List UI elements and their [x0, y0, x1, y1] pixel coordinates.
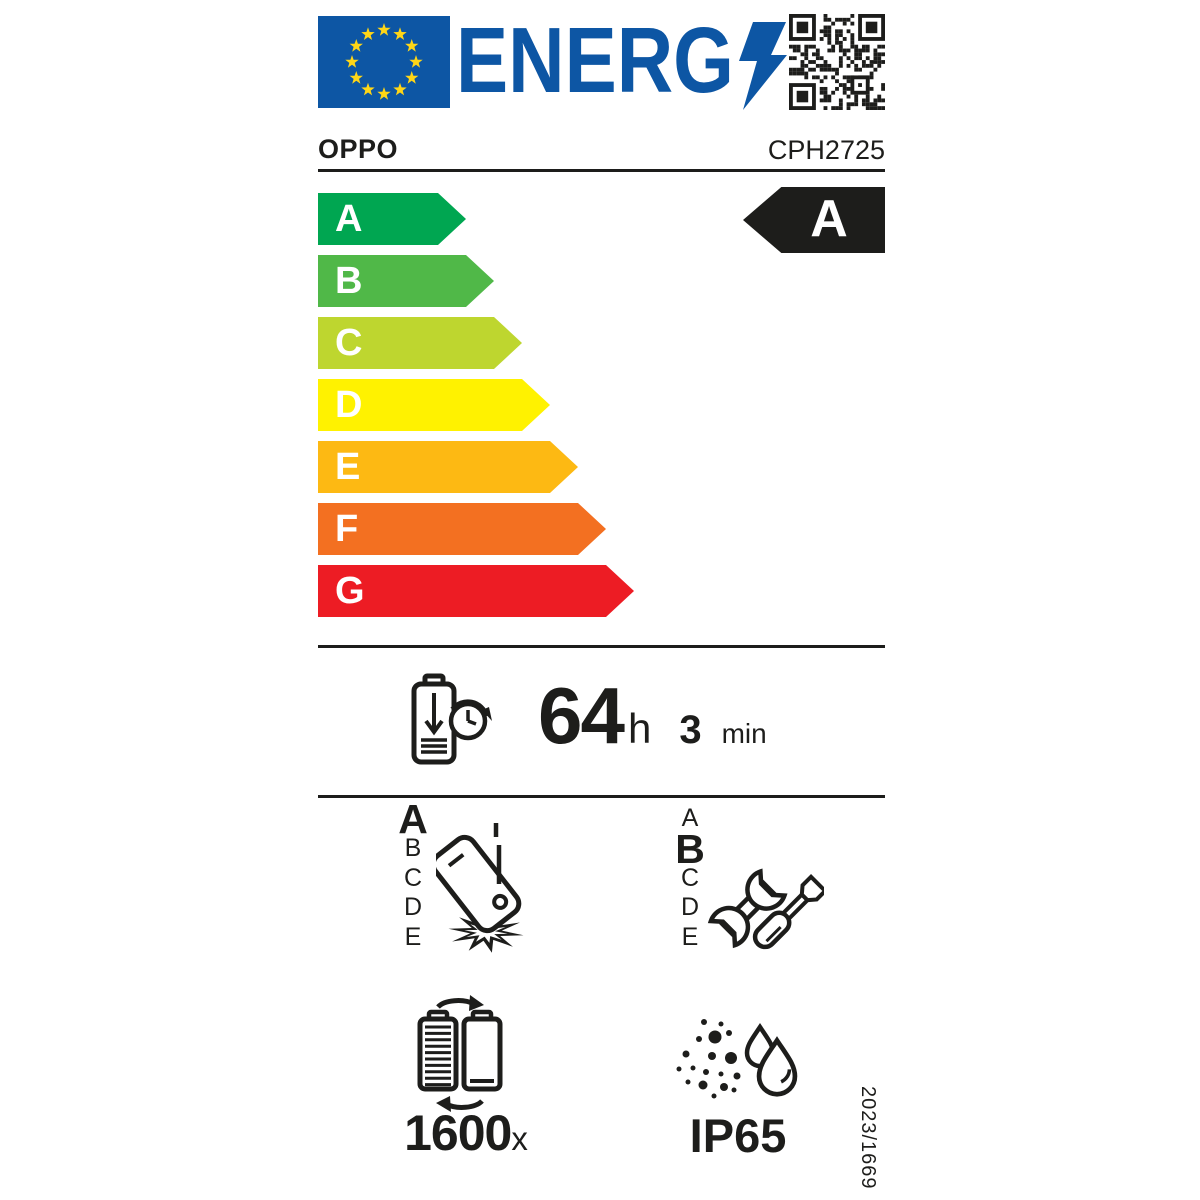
endurance-hours: 64 [538, 671, 625, 760]
efficiency-arrow-b: B [318, 255, 494, 307]
brand-name: OPPO [318, 134, 399, 164]
endurance-minutes: 3 [679, 708, 702, 752]
regulation-number: 2023/1669 [857, 1086, 879, 1190]
cycles-number: 1600 [404, 1105, 512, 1161]
efficiency-arrow-d: D [318, 379, 550, 431]
efficiency-arrow-a: A [318, 193, 466, 245]
endurance-minutes-unit: min [721, 718, 767, 749]
arrow-letter: A [335, 198, 363, 240]
repair-tools-icon [707, 868, 824, 950]
arrow-letter: G [335, 570, 365, 612]
header-divider [318, 169, 885, 172]
lightning-bolt-icon [739, 22, 787, 110]
endurance-hours-unit: h [627, 705, 652, 752]
battery-cycle-icon [417, 995, 503, 1112]
endurance-divider [318, 795, 885, 798]
scale-letter: B [404, 834, 422, 862]
arrow-letter: F [335, 508, 359, 550]
arrow-letter: D [335, 384, 363, 426]
efficiency-arrow-e: E [318, 441, 578, 493]
eu-flag-icon [318, 16, 450, 108]
energy-logo: ENERG [456, 18, 734, 110]
arrow-letter: C [335, 322, 363, 364]
efficiency-arrow-g: G [318, 565, 634, 617]
scale-letter: E [681, 922, 699, 951]
scale-letter: C [403, 863, 423, 892]
arrow-letter: E [335, 446, 361, 488]
battery-clock-icon [411, 673, 492, 765]
cycles-unit: x [511, 1120, 528, 1157]
dust-water-icon [676, 1019, 798, 1099]
arrow-letter: B [335, 260, 363, 302]
scale-letter: C [680, 863, 700, 892]
falling-phone-icon [436, 823, 524, 953]
ip-rating: IP65 [689, 1109, 787, 1162]
drop-reliability-scale: A B C D E [395, 796, 431, 952]
battery-cycles-value: 1600x [398, 1104, 534, 1162]
energy-class-letter: A [810, 190, 848, 248]
battery-endurance-value: 64 h 3 min [538, 670, 767, 762]
scale-letter: A [398, 796, 428, 842]
scale-letter: D [403, 893, 423, 921]
efficiency-arrow-f: F [318, 503, 606, 555]
energy-class-indicator: A [743, 187, 885, 253]
model-identifier: CPH2725 [767, 135, 885, 165]
scale-divider [318, 645, 885, 648]
efficiency-arrow-c: C [318, 317, 522, 369]
energy-logo-text: ENERG [456, 18, 734, 110]
repairability-scale: A B C D E [672, 804, 708, 952]
scale-letter: A [681, 804, 699, 832]
scale-letter: E [404, 922, 422, 951]
scale-letter: B [675, 825, 705, 872]
qr-code [789, 14, 885, 110]
scale-letter: D [680, 893, 700, 921]
